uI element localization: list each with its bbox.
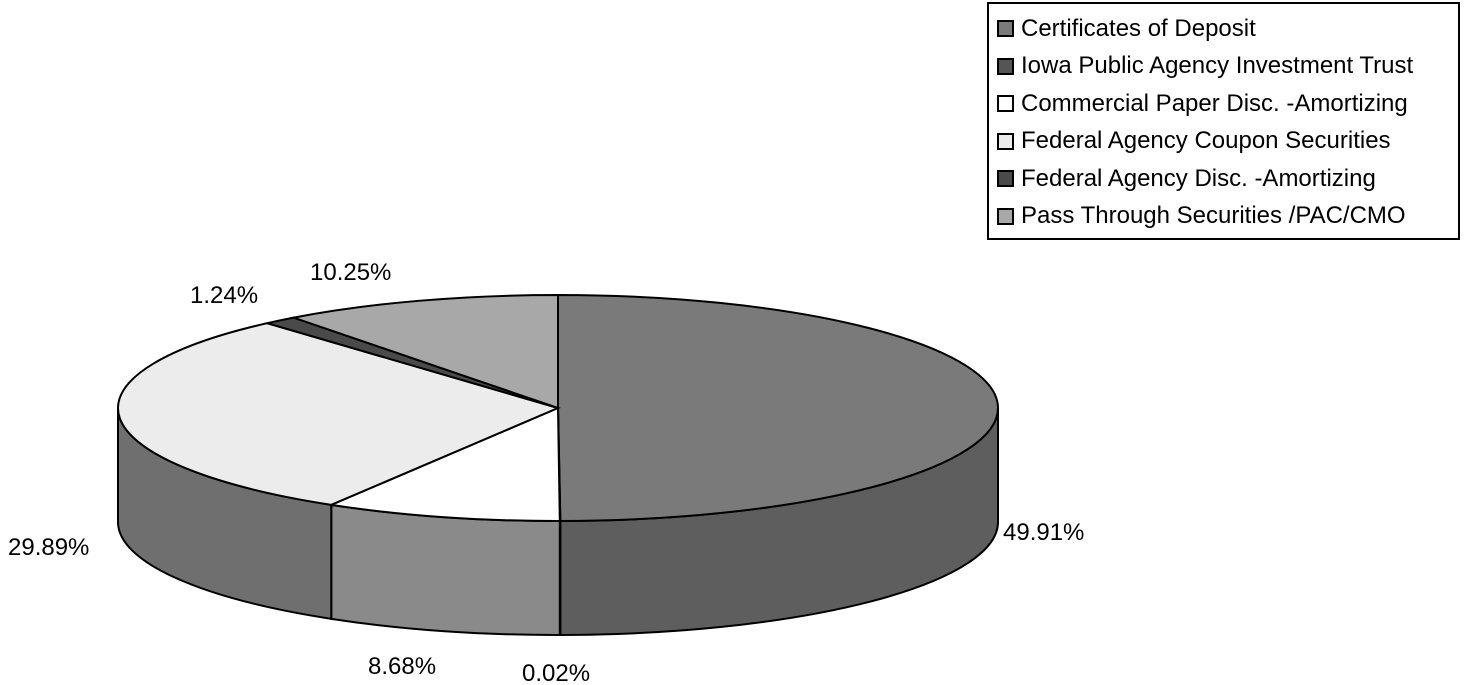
legend-swatch: [997, 95, 1014, 113]
data-label: 49.91%: [1003, 519, 1084, 546]
legend: Certificates of Deposit Iowa Public Agen…: [987, 2, 1460, 240]
legend-label: Federal Agency Disc. -Amortizing: [1021, 164, 1376, 192]
legend-label: Commercial Paper Disc. -Amortizing: [1021, 89, 1408, 117]
pie-slice: [117, 322, 561, 506]
legend-label: Pass Through Securities /PAC/CMO: [1021, 202, 1406, 230]
legend-swatch: [997, 132, 1014, 150]
legend-label: Federal Agency Coupon Securities: [1021, 127, 1391, 155]
data-labels: 49.91% 0.02% 8.68% 29.89% 1.24% 10.25%: [8, 259, 1084, 685]
data-label: 29.89%: [8, 534, 89, 561]
legend-item: Iowa Public Agency Investment Trust: [997, 48, 1458, 86]
legend-item: Federal Agency Coupon Securities: [997, 123, 1458, 161]
data-label: 0.02%: [522, 660, 590, 685]
pie-top: [117, 293, 999, 523]
legend-swatch: [997, 207, 1014, 225]
legend-swatch: [997, 170, 1014, 188]
legend-label: Certificates of Deposit: [1021, 14, 1256, 42]
pie-sides: [117, 407, 999, 637]
data-label: 8.68%: [368, 653, 436, 680]
legend-item: Commercial Paper Disc. -Amortizing: [997, 85, 1458, 123]
data-label: 10.25%: [310, 259, 391, 286]
pie-slice: [327, 406, 561, 522]
legend-swatch: [997, 20, 1014, 38]
pie-slice: [557, 293, 999, 522]
legend-item: Pass Through Securities /PAC/CMO: [997, 198, 1458, 236]
pie-slice: [289, 293, 559, 410]
pie-slice-side: [330, 503, 561, 636]
legend-label: Iowa Public Agency Investment Trust: [1021, 52, 1414, 80]
legend-swatch: [997, 57, 1014, 75]
data-label: 1.24%: [190, 282, 258, 309]
legend-item: Certificates of Deposit: [997, 10, 1458, 48]
legend-item: Federal Agency Disc. -Amortizing: [997, 160, 1458, 198]
